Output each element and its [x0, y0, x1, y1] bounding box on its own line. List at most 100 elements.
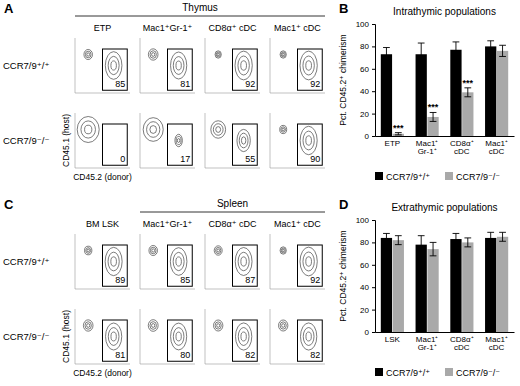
contour — [213, 124, 223, 136]
gate-value: 92 — [310, 79, 320, 89]
error-cap — [418, 235, 425, 236]
bar — [485, 238, 496, 332]
gate-value: 85 — [180, 275, 190, 285]
contour — [279, 320, 288, 331]
bar — [381, 54, 392, 136]
error-cap — [453, 244, 460, 245]
plot-frame — [205, 113, 260, 168]
error-cap — [418, 253, 425, 254]
contour — [148, 49, 158, 60]
row-label: CCR7/9⁻/⁻ — [3, 135, 49, 146]
contour — [147, 122, 160, 138]
y-tick: 40 — [360, 87, 375, 96]
contour — [235, 51, 252, 80]
error-stem — [421, 43, 422, 65]
group-rule — [75, 16, 325, 17]
contour — [108, 56, 119, 74]
contour — [238, 56, 249, 75]
error-cap — [499, 232, 506, 233]
contour — [282, 53, 284, 55]
flow-plot: 0 — [75, 113, 130, 168]
error-stem — [455, 233, 456, 244]
contour — [171, 52, 187, 79]
error-cap — [453, 233, 460, 234]
contour — [176, 257, 181, 266]
panel-letter: A — [4, 1, 14, 16]
contour — [241, 137, 245, 144]
x-tick-label: CD8α⁺cDC — [450, 139, 474, 157]
x-tick: Mac1⁺Gr-1⁺ — [416, 332, 439, 352]
gate — [298, 245, 323, 286]
error-cap — [430, 242, 437, 243]
plot-frame — [205, 309, 260, 364]
y-tick-mark — [372, 242, 375, 243]
error-stem — [386, 48, 387, 61]
contour — [237, 129, 250, 151]
contour — [148, 320, 158, 332]
contour — [149, 245, 158, 255]
error-bar — [418, 43, 425, 65]
y-tick: 60 — [360, 261, 375, 270]
bar — [450, 239, 461, 332]
contour — [173, 252, 184, 270]
contour — [176, 136, 181, 144]
plot-frame — [75, 113, 130, 168]
contour — [241, 61, 247, 70]
flow-plot: 82 — [270, 309, 325, 364]
flow-plot: 90 — [270, 113, 325, 168]
x-tick-label: Mac1⁺cDC — [485, 139, 508, 157]
plot-frame — [75, 309, 130, 364]
contour — [83, 320, 93, 331]
gate — [298, 124, 323, 165]
y-tick-label: 80 — [360, 42, 369, 51]
contour — [217, 249, 220, 252]
y-tick-mark — [372, 91, 375, 92]
y-tick-label: 100 — [356, 216, 370, 225]
contour — [217, 53, 219, 55]
error-bar — [487, 41, 494, 52]
plot-frame — [270, 309, 325, 364]
gate — [298, 49, 323, 90]
error-cap — [430, 121, 437, 122]
gate — [168, 245, 193, 286]
contour — [280, 125, 287, 133]
contour — [175, 134, 182, 146]
error-bar — [418, 236, 425, 254]
contour — [306, 136, 312, 145]
gate-value: 0 — [120, 154, 125, 164]
legend-swatch — [375, 368, 383, 376]
y-tick-mark — [372, 287, 375, 288]
y-tick: 20 — [360, 110, 375, 119]
error-stem — [490, 232, 491, 243]
y-tick-label: 60 — [360, 65, 369, 74]
contour — [215, 51, 221, 58]
flow-panel: CSpleenBM LSKMac1⁺Gr-1⁺CD8α⁺ cDCMac1⁺ cD… — [3, 197, 325, 378]
gate-value: 90 — [310, 154, 320, 164]
x-tick: Mac1⁺cDC — [485, 332, 508, 352]
y-tick-label: 40 — [360, 283, 369, 292]
error-stem — [398, 236, 399, 245]
gate — [168, 320, 193, 361]
y-tick-mark — [372, 136, 375, 137]
flow-panel: AThymusETPMac1⁺Gr-1⁺CD8α⁺ cDCMac1⁺ cDCCC… — [3, 1, 325, 182]
y-axis-title: CD45.1 (host) — [61, 310, 71, 363]
contour — [214, 320, 223, 331]
x-tick-label: CD8α⁺cDC — [450, 335, 474, 353]
error-cap — [499, 56, 506, 57]
y-tick-label: 80 — [360, 238, 369, 247]
bar — [462, 92, 473, 136]
bar — [497, 237, 508, 332]
contour — [300, 51, 317, 80]
error-bar — [487, 232, 494, 243]
error-bar — [464, 88, 471, 97]
contour — [238, 328, 249, 346]
error-cap — [383, 60, 390, 61]
error-cap — [395, 244, 402, 245]
column-title: Mac1⁺Gr-1⁺ — [143, 219, 193, 229]
contour — [81, 121, 96, 138]
y-axis: 020406080100 — [356, 216, 376, 337]
annotation: *** — [393, 123, 404, 133]
contour — [306, 61, 312, 70]
contour — [177, 138, 179, 142]
y-axis-title: CD45.1 (host) — [61, 114, 71, 167]
